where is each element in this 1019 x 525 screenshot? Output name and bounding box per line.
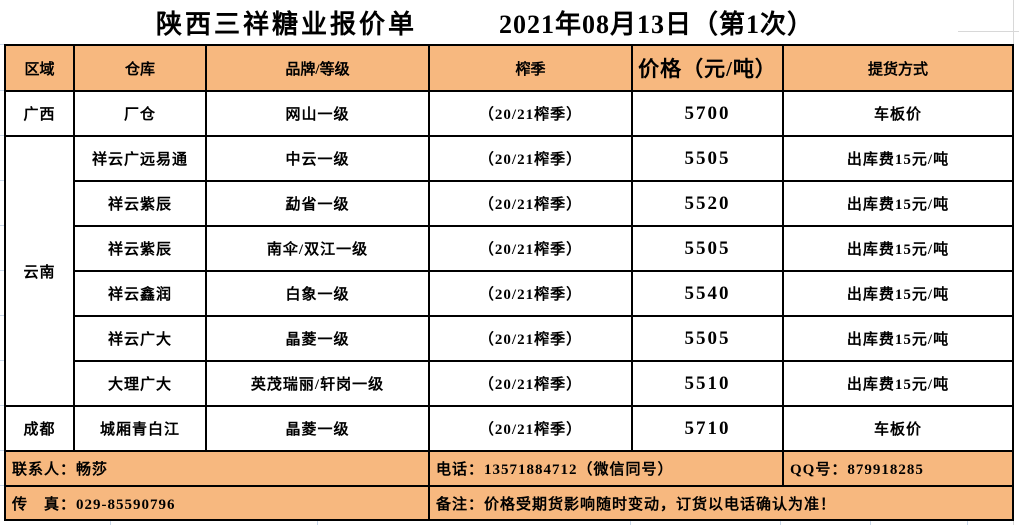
excel-gridline: [0, 44, 4, 45]
excel-gridline: [967, 519, 968, 525]
col-header-season: 榨季: [428, 44, 633, 92]
table-row: 成都 城厢青白江 晶菱一级 （20/21榨季） 5710 车板价: [4, 405, 1014, 452]
excel-gridline: [0, 360, 4, 361]
col-header-pickup: 提货方式: [782, 44, 1014, 92]
excel-gridline: [0, 315, 4, 316]
page-title: 陕西三祥糖业报价单: [156, 9, 418, 39]
contact-cell: 联系人：畅莎: [4, 450, 430, 487]
warehouse-cell: 祥云鑫润: [73, 270, 207, 317]
season-cell: （20/21榨季）: [428, 315, 633, 362]
table-row: 祥云鑫润 白象一级 （20/21榨季） 5540 出库费15元/吨: [5, 270, 1014, 317]
season-cell: （20/21榨季）: [428, 90, 633, 137]
table-row: 祥云紫辰 南伞/双江一级 （20/21榨季） 5505 出库费15元/吨: [5, 225, 1014, 272]
col-header-price: 价格（元/吨）: [631, 44, 784, 92]
note-cell: 备注：价格受期货影响随时变动，订货以电话确认为准！: [428, 485, 1014, 521]
excel-gridline: [0, 225, 4, 226]
price-cell: 5505: [631, 315, 784, 362]
excel-gridline: [0, 180, 4, 181]
warehouse-cell: 祥云紫辰: [73, 180, 207, 227]
footer-row-contact: 联系人：畅莎 电话：13571884712（微信同号） QQ号：87991828…: [4, 450, 1014, 487]
region-cell: 云南: [4, 135, 75, 407]
header-row: 区域 仓库 品牌/等级 榨季 价格（元/吨） 提货方式: [4, 44, 1014, 92]
table-row: 祥云广大 晶菱一级 （20/21榨季） 5505 出库费15元/吨: [5, 315, 1014, 362]
brand-cell: 南伞/双江一级: [205, 225, 430, 272]
excel-gridline: [0, 135, 4, 136]
season-cell: （20/21榨季）: [428, 270, 633, 317]
col-header-brand: 品牌/等级: [205, 44, 430, 92]
excel-gridline: [0, 485, 4, 486]
col-header-region: 区域: [4, 44, 75, 92]
excel-gridline: [1013, 0, 1014, 525]
table-row: 广西 厂仓 网山一级 （20/21榨季） 5700 车板价: [4, 90, 1014, 137]
excel-gridline: [0, 270, 4, 271]
brand-cell: 英茂瑞丽/轩岗一级: [205, 360, 430, 407]
region-cell: 广西: [4, 90, 75, 137]
table-row: 云南 祥云广远易通 中云一级 （20/21榨季） 5505 出库费15元/吨: [4, 135, 1014, 407]
brand-cell: 白象一级: [205, 270, 430, 317]
season-cell: （20/21榨季）: [428, 360, 633, 407]
pickup-cell: 出库费15元/吨: [782, 135, 1014, 182]
brand-cell: 网山一级: [205, 90, 430, 137]
brand-cell: 勐省一级: [205, 180, 430, 227]
price-cell: 5510: [631, 360, 784, 407]
brand-cell: 中云一级: [205, 135, 430, 182]
warehouse-cell: 城厢青白江: [73, 405, 207, 452]
price-cell: 5505: [631, 225, 784, 272]
brand-cell: 晶菱一级: [205, 405, 430, 452]
pickup-cell: 出库费15元/吨: [782, 225, 1014, 272]
pickup-cell: 出库费15元/吨: [782, 180, 1014, 227]
col-header-warehouse: 仓库: [73, 44, 207, 92]
price-cell: 5520: [631, 180, 784, 227]
region-cell: 成都: [4, 405, 75, 452]
pickup-cell: 出库费15元/吨: [782, 270, 1014, 317]
season-cell: （20/21榨季）: [428, 405, 633, 452]
excel-gridline: [110, 519, 111, 525]
sheet-title-row: 陕西三祥糖业报价单 2021年08月13日（第1次）: [4, 0, 1012, 44]
price-table: 区域 仓库 品牌/等级 榨季 价格（元/吨） 提货方式 广西 厂仓 网山一级 （…: [4, 44, 1014, 521]
excel-gridline: [780, 519, 781, 525]
excel-gridline: [0, 450, 4, 451]
pickup-cell: 出库费15元/吨: [782, 315, 1014, 362]
price-cell: 5540: [631, 270, 784, 317]
season-cell: （20/21榨季）: [428, 225, 633, 272]
fax-cell: 传 真：029-85590796: [4, 485, 430, 521]
brand-cell: 晶菱一级: [205, 315, 430, 362]
excel-gridline: [0, 90, 4, 91]
excel-gridline: [317, 519, 318, 525]
warehouse-cell: 祥云广大: [73, 315, 207, 362]
season-cell: （20/21榨季）: [428, 180, 633, 227]
pickup-cell: 出库费15元/吨: [782, 360, 1014, 407]
price-cell: 5505: [631, 135, 784, 182]
excel-gridline: [870, 519, 871, 525]
table-row: 大理广大 英茂瑞丽/轩岗一级 （20/21榨季） 5510 出库费15元/吨: [5, 360, 1014, 407]
phone-cell: 电话：13571884712（微信同号）: [428, 450, 784, 487]
warehouse-cell: 厂仓: [73, 90, 207, 137]
excel-gridline: [958, 31, 1019, 32]
season-cell: （20/21榨季）: [428, 135, 633, 182]
warehouse-cell: 祥云广远易通: [73, 135, 207, 182]
excel-gridline: [0, 405, 4, 406]
table-row: 祥云紫辰 勐省一级 （20/21榨季） 5520 出库费15元/吨: [5, 180, 1014, 227]
price-cell: 5710: [631, 405, 784, 452]
excel-gridline: [630, 519, 631, 525]
pickup-cell: 车板价: [782, 405, 1014, 452]
title-date: 2021年08月13日（第1次）: [499, 9, 815, 39]
warehouse-cell: 祥云紫辰: [73, 225, 207, 272]
pickup-cell: 车板价: [782, 90, 1014, 137]
qq-cell: QQ号：879918285: [782, 450, 1014, 487]
price-cell: 5700: [631, 90, 784, 137]
warehouse-cell: 大理广大: [73, 360, 207, 407]
footer-row-note: 传 真：029-85590796 备注：价格受期货影响随时变动，订货以电话确认为…: [4, 485, 1014, 521]
